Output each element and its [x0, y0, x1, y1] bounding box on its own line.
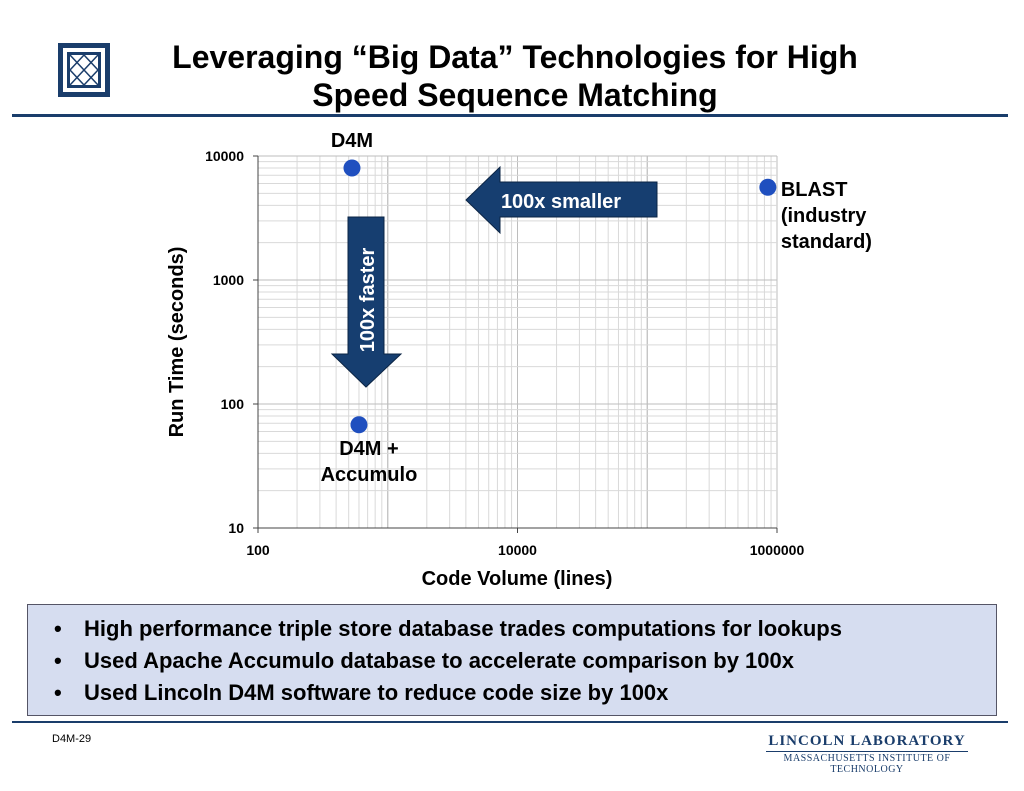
lab-name: LINCOLN LABORATORY	[768, 733, 966, 749]
title-line-2: Speed Sequence Matching	[312, 77, 718, 113]
summary-box: High performance triple store database t…	[27, 604, 997, 716]
title-line-1: Leveraging “Big Data” Technologies for H…	[172, 39, 858, 75]
data-point-label: D4M + Accumulo	[321, 438, 418, 486]
grid-lines	[257, 155, 778, 529]
annotation-smaller: 100x smaller	[501, 191, 621, 213]
slide-id: D4M-29	[52, 733, 92, 745]
page-title: Leveraging “Big Data” Technologies for H…	[115, 38, 915, 114]
y-axis-label: Run Time (seconds)	[166, 247, 188, 438]
title-divider	[12, 114, 1008, 117]
y-tick-label: 10000	[205, 148, 244, 164]
data-point-label: D4M	[331, 130, 373, 152]
x-tick-label: 100	[246, 542, 270, 558]
y-tick-label: 100	[221, 396, 245, 412]
lab-wordmark: LINCOLN LABORATORY MASSACHUSETTS INSTITU…	[760, 733, 974, 775]
x-tick-label: 1000000	[750, 542, 805, 558]
x-tick-label: 10000	[498, 542, 537, 558]
arrow-left-icon	[465, 165, 658, 235]
data-point	[759, 178, 777, 196]
arrow-down-icon	[330, 216, 403, 388]
mit-ll-logo-icon	[58, 43, 110, 97]
bullet-item: High performance triple store database t…	[54, 613, 996, 645]
y-tick-label: 10	[228, 520, 244, 536]
data-point	[350, 416, 368, 434]
bullet-item: Used Lincoln D4M software to reduce code…	[54, 677, 996, 709]
footer-divider	[12, 721, 1008, 723]
annotation-faster: 100x faster	[357, 248, 379, 353]
lab-rule	[766, 751, 968, 752]
data-point	[343, 159, 361, 177]
x-axis-label: Code Volume (lines)	[422, 568, 613, 590]
bullet-item: Used Apache Accumulo database to acceler…	[54, 645, 996, 677]
data-point-label: BLAST (industry standard)	[781, 179, 872, 253]
lab-subtitle: MASSACHUSETTS INSTITUTE OF TECHNOLOGY	[783, 753, 951, 775]
y-tick-label: 1000	[213, 272, 244, 288]
